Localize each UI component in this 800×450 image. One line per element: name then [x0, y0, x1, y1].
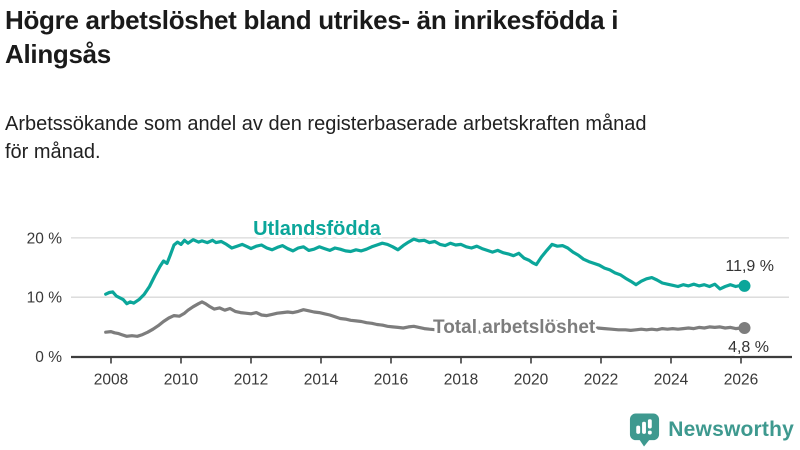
newsworthy-logo-icon: [630, 413, 660, 447]
x-axis-label-2016: 2016: [374, 372, 408, 389]
series-endpoint-utlandsfodda: [738, 279, 751, 292]
chart-title: Högre arbetslöshet bland utrikes- än inr…: [5, 3, 797, 71]
x-axis-label-2018: 2018: [444, 372, 478, 389]
x-axis-label-2020: 2020: [514, 372, 549, 389]
chart-title-line2: Alingsås: [5, 39, 111, 69]
x-axis-label-2024: 2024: [654, 372, 689, 389]
x-axis-label-2012: 2012: [234, 372, 268, 389]
newsworthy-wordmark: Newsworthy: [668, 417, 794, 441]
y-axis-label-20: 20 %: [27, 230, 63, 247]
x-axis-label-2022: 2022: [584, 372, 618, 389]
x-axis-label-2008: 2008: [94, 372, 128, 389]
series-line-utlandsfodda: [104, 237, 747, 306]
series-line-total-arbetsloshet: [104, 300, 747, 338]
chart-subtitle: Arbetssökande som andel av den registerb…: [5, 110, 793, 166]
end-value-label-total-arbetsloshet: 4,8 %: [728, 339, 769, 356]
series-label-total-arbetsloshet: Total arbetslöshet: [433, 317, 596, 338]
end-value-label-utlandsfodda: 11,9 %: [725, 258, 774, 275]
series-label-utlandsfodda: Utlandsfödda: [253, 218, 382, 240]
x-axis-label-2010: 2010: [164, 372, 199, 389]
chart-subtitle-line2: för månad.: [5, 141, 101, 163]
x-axis-label-2014: 2014: [304, 372, 339, 389]
series-endpoint-total-arbetsloshet: [738, 322, 751, 335]
x-axis-label-2026: 2026: [724, 372, 758, 389]
chart-subtitle-line1: Arbetssökande som andel av den registerb…: [5, 113, 647, 135]
newsworthy-brand: Newsworthy: [628, 412, 794, 447]
chart-title-line1: Högre arbetslöshet bland utrikes- än inr…: [5, 5, 619, 35]
y-axis-label-0: 0 %: [35, 349, 62, 366]
y-axis-label-10: 10 %: [27, 290, 63, 307]
